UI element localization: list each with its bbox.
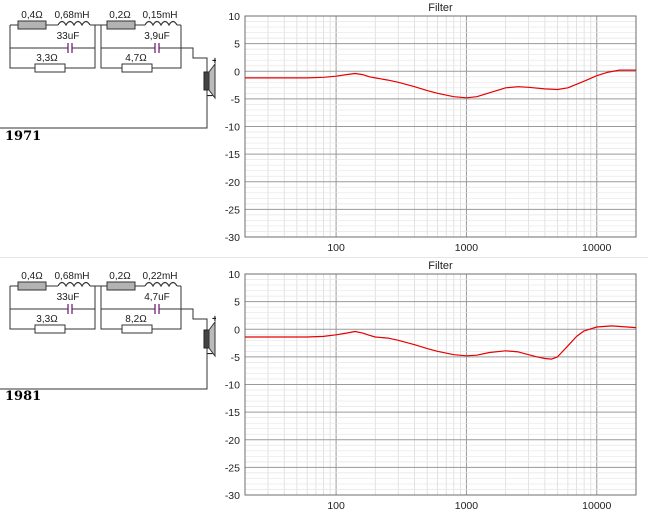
panel-1981: 0,4Ω 0,68mH 33uF 3,3Ω 0,2Ω 0,22mH 4,7uF … [0,258,648,515]
shunt-resistor-1 [34,63,66,73]
speaker-icon [203,320,216,358]
frequency-response-chart: 10 5 0 -5 -10 -15 -20 -25 -30 100 1000 10000 Filter [225,260,637,512]
inductor-2-label: 0,15mH [142,10,177,21]
year-label: 1981 [5,389,42,404]
inductor-1-label: 0,68mH [54,10,89,21]
capacitor-1-label: 33uF [57,292,80,303]
y-tick-label: -25 [225,204,240,216]
x-tick-label: 10000 [582,500,611,512]
shunt-resistor-1 [34,324,66,334]
y-tick-label: -10 [225,380,240,392]
series-resistor-2 [106,281,136,291]
y-tick-label: -30 [225,490,240,502]
speaker-minus-label: − [207,91,213,102]
plot-frame [244,273,637,496]
y-tick-label: -5 [231,352,240,364]
x-tick-label: 1000 [455,242,479,254]
series-resistor-1-label: 0,4Ω [21,10,43,21]
plot-frame [244,15,637,238]
chart-title: Filter [428,2,453,14]
speaker-plus-label: + [212,56,216,67]
y-tick-label: 5 [234,297,240,309]
frequency-response-chart: 10 5 0 -5 -10 -15 -20 -25 -30 100 1000 10000 Filter [225,2,637,254]
capacitor-2-label: 3,9uF [144,31,170,42]
y-tick-label: 0 [234,324,240,336]
y-tick-label: -30 [225,232,240,244]
x-tick-label: 100 [327,242,345,254]
response-curve-line [245,325,637,360]
inductor-2-icon [144,20,178,27]
series-resistor-2-label: 0,2Ω [109,10,131,21]
shunt-resistor-2 [121,324,153,334]
y-tick-label: -15 [225,407,240,419]
crossover-schematic: 0,4Ω 0,68mH 33uF 3,3Ω 0,2Ω 0,15mH 3,9uF … [0,10,216,129]
panel-divider [0,257,648,258]
shunt-resistor-2-label: 4,7Ω [125,53,147,64]
shunt-resistor-1-label: 3,3Ω [36,314,58,325]
y-tick-label: 10 [228,11,240,23]
series-resistor-1-label: 0,4Ω [21,271,43,282]
y-tick-label: -25 [225,462,240,474]
y-tick-label: 0 [234,66,240,78]
shunt-resistor-2 [121,63,153,73]
x-tick-label: 100 [327,500,345,512]
inductor-1-icon [57,281,91,288]
capacitor-2-label: 4,7uF [144,292,170,303]
x-tick-label: 10000 [582,242,611,254]
y-tick-label: -20 [225,177,240,189]
inductor-1-icon [57,20,91,27]
x-tick-label: 1000 [455,500,479,512]
capacitor-1-label: 33uF [57,31,80,42]
y-tick-label: -15 [225,149,240,161]
speaker-minus-label: − [207,349,213,360]
speaker-plus-label: + [212,314,216,325]
shunt-resistor-2-label: 8,2Ω [125,314,147,325]
inductor-2-icon [144,281,178,288]
y-tick-label: -5 [231,94,240,106]
y-tick-label: -20 [225,435,240,447]
y-tick-label: -10 [225,122,240,134]
panel-1971: 0,4Ω 0,68mH 33uF 3,3Ω 0,2Ω 0,15mH 3,9uF … [0,0,648,257]
inductor-1-label: 0,68mH [54,271,89,282]
speaker-icon [203,62,216,100]
shunt-resistor-1-label: 3,3Ω [36,53,58,64]
y-tick-label: 5 [234,39,240,51]
crossover-schematic: 0,4Ω 0,68mH 33uF 3,3Ω 0,2Ω 0,22mH 4,7uF … [0,271,216,390]
response-curve-line [245,69,636,99]
chart-title: Filter [428,260,453,272]
y-tick-label: 10 [228,269,240,281]
series-resistor-2-label: 0,2Ω [109,271,131,282]
series-resistor-1 [17,20,47,30]
series-resistor-2 [106,20,136,30]
inductor-2-label: 0,22mH [142,271,177,282]
year-label: 1971 [5,129,42,144]
series-resistor-1 [17,281,47,291]
